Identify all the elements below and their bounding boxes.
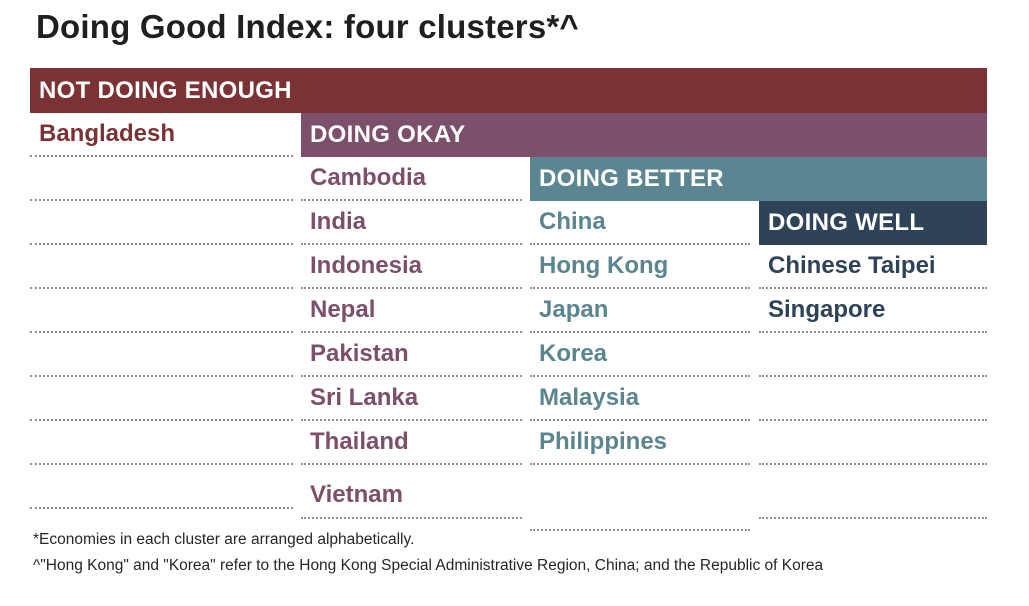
- cluster-list-doing-better: China Hong Kong Japan Korea Malaysia Philippi…: [530, 201, 750, 531]
- economy-doing-okay-row: Sri Lanka: [301, 377, 522, 421]
- economy-doing-better-row: Philippines: [530, 421, 750, 465]
- cluster-list-not-doing-enough: Bangladesh: [30, 113, 293, 509]
- cluster-header-doing-okay: DOING OKAY: [301, 113, 987, 157]
- economy-doing-well-row: Singapore: [759, 289, 987, 333]
- footnotes: *Economies in each cluster are arranged …: [33, 527, 823, 579]
- economy-doing-okay-row: Vietnam: [301, 465, 522, 519]
- economy-doing-better-row: Japan: [530, 289, 750, 333]
- economy-doing-better-row: [530, 465, 750, 531]
- economy-doing-better-row: Hong Kong: [530, 245, 750, 289]
- economy-not-doing-enough-row: [30, 245, 293, 289]
- cluster-list-doing-okay: Cambodia India Indonesia Nepal Pakistan Sri L…: [301, 157, 522, 519]
- page-title: Doing Good Index: four clusters*^: [36, 8, 579, 45]
- footnote-names: ^"Hong Kong" and "Korea" refer to the Ho…: [33, 557, 824, 574]
- economy-not-doing-enough-row: [30, 157, 293, 201]
- cluster-header-doing-better: DOING BETTER: [530, 157, 987, 201]
- economy-doing-well-row: [759, 377, 987, 421]
- cluster-list-doing-well: Chinese Taipei Singapore: [759, 245, 987, 519]
- economy-not-doing-enough-row: [30, 377, 293, 421]
- economy-doing-well-row: [759, 421, 987, 465]
- economy-not-doing-enough-row: [30, 421, 293, 465]
- cluster-header-doing-well: DOING WELL: [759, 201, 987, 245]
- economy-doing-better-row: Korea: [530, 333, 750, 377]
- economy-not-doing-enough-row: [30, 465, 293, 509]
- economy-doing-well-row: [759, 465, 987, 519]
- economy-doing-okay-row: Cambodia: [301, 157, 522, 201]
- footnote-alphabetical: *Economies in each cluster are arranged …: [33, 531, 415, 548]
- economy-doing-well-row: Chinese Taipei: [759, 245, 987, 289]
- cluster-header-not-doing-enough: NOT DOING ENOUGH: [30, 68, 987, 113]
- economy-not-doing-enough-row: [30, 201, 293, 245]
- economy-not-doing-enough-row: Bangladesh: [30, 113, 293, 157]
- economy-not-doing-enough-row: [30, 333, 293, 377]
- economy-doing-okay-row: India: [301, 201, 522, 245]
- economy-not-doing-enough-row: [30, 289, 293, 333]
- economy-doing-okay-row: Thailand: [301, 421, 522, 465]
- economy-doing-better-row: Malaysia: [530, 377, 750, 421]
- economy-doing-okay-row: Pakistan: [301, 333, 522, 377]
- economy-doing-well-row: [759, 333, 987, 377]
- economy-doing-okay-row: Indonesia: [301, 245, 522, 289]
- economy-doing-better-row: China: [530, 201, 750, 245]
- economy-doing-okay-row: Nepal: [301, 289, 522, 333]
